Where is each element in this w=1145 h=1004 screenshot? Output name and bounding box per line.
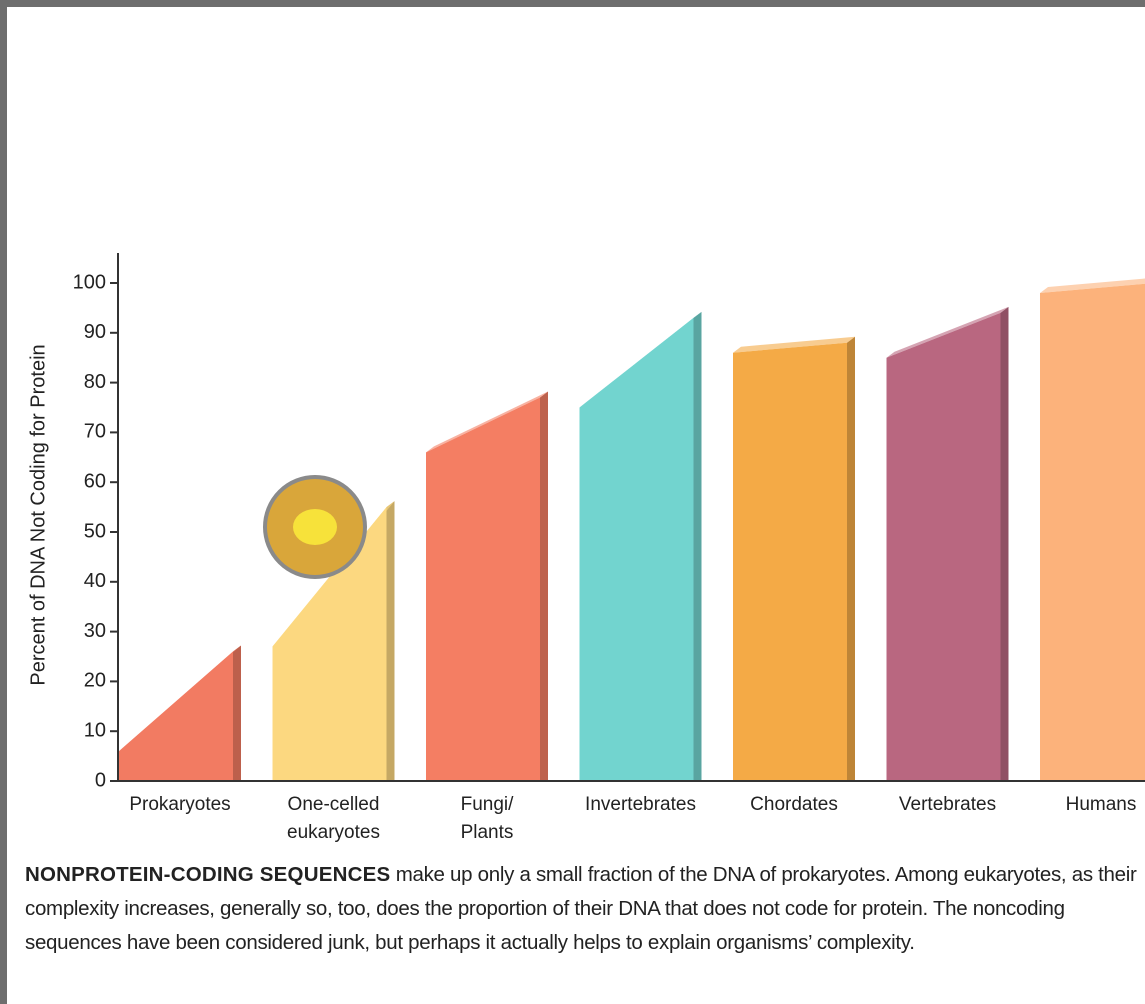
y-tick-label: 0	[95, 769, 106, 791]
bar-top	[426, 391, 548, 453]
y-tick-label: 80	[84, 371, 106, 393]
x-tick-label: Invertebrates	[585, 794, 696, 815]
bar-side	[386, 501, 395, 781]
bar-side	[233, 645, 241, 781]
bar	[119, 651, 233, 781]
bar-side	[847, 336, 855, 781]
caption-text: make up only a small fraction of the DNA…	[25, 863, 1137, 954]
y-tick-label: 40	[84, 570, 106, 592]
caption-lead: NONPROTEIN-CODING SEQUENCES	[25, 863, 391, 886]
bar-top	[119, 645, 241, 752]
figure: Percent of DNA Not Coding for Protein 0 1…	[7, 7, 1145, 1004]
bar-side	[1000, 306, 1009, 781]
x-tick-label: Chordates	[750, 794, 838, 815]
bar	[733, 342, 847, 781]
y-tick-label: 20	[84, 670, 106, 692]
y-tick-label: 60	[84, 470, 106, 492]
y-tick-label: 50	[84, 520, 106, 542]
bar	[886, 312, 1001, 781]
y-tick-label: 100	[73, 271, 106, 293]
y-tick-label: 90	[84, 321, 106, 343]
bar-side	[693, 311, 702, 781]
bar	[426, 397, 540, 781]
bar-side	[540, 391, 548, 781]
bar-top	[886, 306, 1009, 358]
y-tick-label: 70	[84, 421, 106, 443]
y-tick-label: 10	[84, 719, 106, 741]
bar	[272, 507, 387, 781]
bar-top	[733, 336, 855, 353]
bar	[579, 317, 694, 781]
bar	[1040, 283, 1145, 781]
chart: Percent of DNA Not Coding for Protein 0 1…	[27, 253, 1145, 791]
x-tick-label: Prokaryotes	[129, 794, 231, 815]
x-tick-label: Fungi/ Plants	[460, 794, 514, 843]
x-tick-label: Humans	[1065, 794, 1137, 815]
cell-nucleus	[293, 509, 337, 545]
bar-top	[579, 311, 702, 408]
bar-top	[1040, 278, 1145, 293]
caption: NONPROTEIN-CODING SEQUENCES make up only…	[25, 858, 1145, 960]
y-tick-label: 30	[84, 620, 106, 642]
x-tick-label: Vertebrates	[898, 794, 997, 815]
y-axis-label: Percent of DNA Not Coding for Protein	[27, 344, 49, 685]
x-tick-label: One-celled eukaryotes	[287, 794, 380, 843]
